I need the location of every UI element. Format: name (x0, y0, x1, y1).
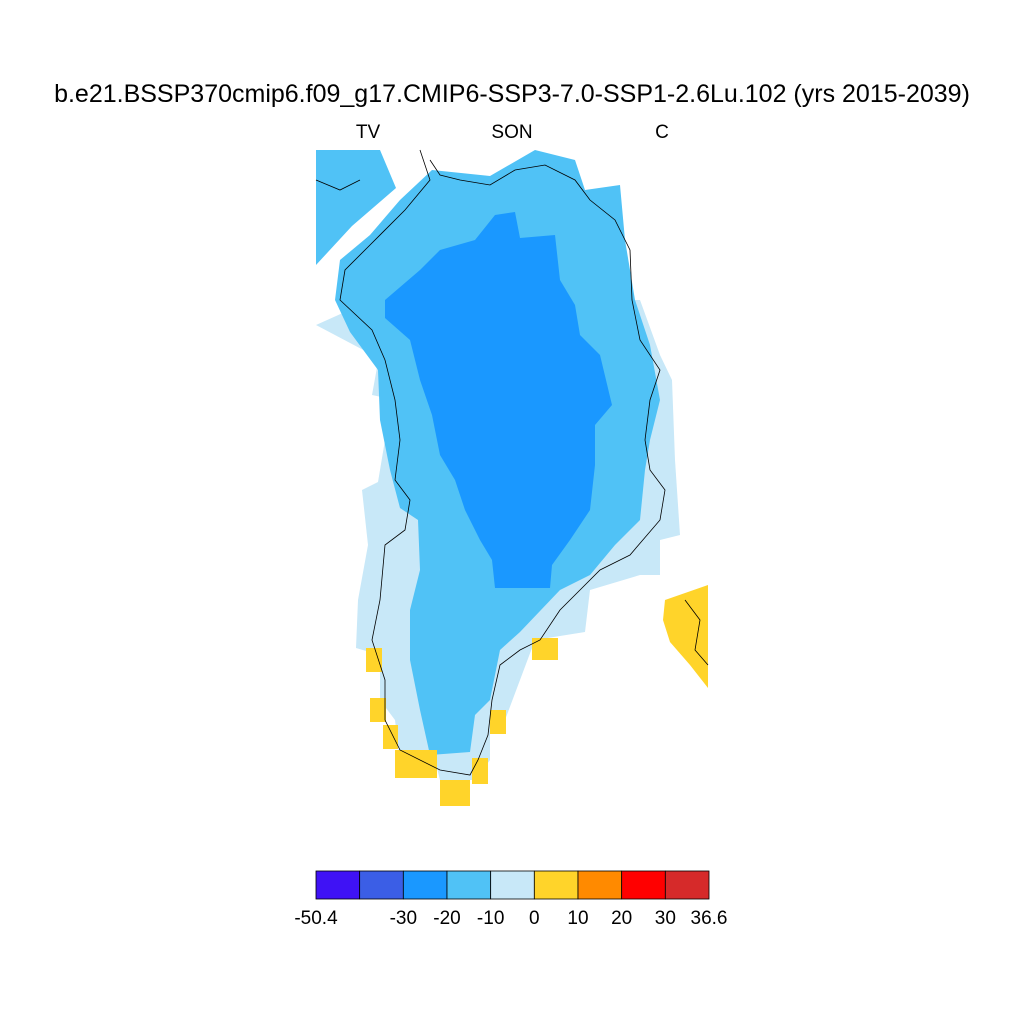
colorbar-label: 30 (655, 908, 676, 929)
colorbar: -50.4 -30 -20 -10 0 10 20 30 36.6 (294, 870, 728, 929)
center-label: SON (491, 122, 532, 143)
colorbar-label: 20 (611, 908, 632, 929)
right-label: C (655, 122, 669, 143)
colorbar-box (664, 870, 710, 900)
colorbar-label: -20 (433, 908, 460, 929)
map-region (383, 725, 398, 749)
colorbar-box (533, 870, 579, 900)
colorbar-box (359, 870, 404, 900)
title: b.e21.BSSP370cmip6.f09_g17.CMIP6-SSP3-7.… (54, 80, 970, 108)
map-region (440, 780, 470, 806)
map-region (532, 638, 558, 660)
colorbar-box (402, 870, 448, 900)
map (315, 149, 709, 806)
colorbar-box (621, 870, 666, 900)
map-region (370, 698, 386, 722)
colorbar-label: 0 (529, 908, 540, 929)
map-region (490, 710, 506, 734)
map-region (366, 648, 382, 672)
colorbar-box (315, 870, 361, 900)
colorbar-label: -30 (390, 908, 417, 929)
colorbar-box (446, 870, 492, 900)
map-region (395, 750, 437, 778)
colorbar-label: 10 (567, 908, 588, 929)
map-region (663, 585, 708, 688)
colorbar-box (577, 870, 623, 900)
map-region (385, 212, 612, 588)
colorbar-box (490, 870, 535, 900)
left-label: TV (356, 122, 381, 143)
map-region (472, 758, 488, 784)
colorbar-label: -50.4 (294, 908, 338, 929)
map-region (316, 150, 396, 265)
colorbar-label: 36.6 (691, 908, 728, 929)
colorbar-label: -10 (477, 908, 504, 929)
coastline (315, 149, 709, 776)
